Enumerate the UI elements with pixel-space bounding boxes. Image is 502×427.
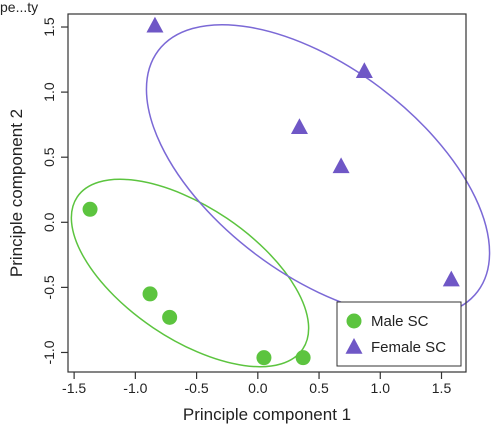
y-tick-label: -0.5	[41, 275, 57, 299]
legend-marker-1	[346, 313, 362, 329]
legend-box	[336, 301, 462, 367]
legend: Male SC Female SC	[336, 301, 462, 367]
y-tick-label: 0.5	[41, 147, 57, 167]
y-tick-label: 0.0	[41, 212, 57, 232]
x-tick-label: -0.5	[185, 380, 209, 396]
x-tick-label: 1.5	[432, 380, 452, 396]
top-cropped-text: pe...ty	[0, 0, 38, 15]
point-series-2	[290, 118, 308, 135]
x-tick-label: -1.5	[62, 380, 86, 396]
point-series-1	[162, 309, 178, 325]
data-points	[82, 16, 460, 366]
point-series-2	[332, 157, 350, 174]
y-tick-label: -1.0	[41, 340, 57, 364]
point-series-2	[442, 270, 460, 287]
point-series-2	[355, 62, 373, 79]
x-tick-label: 0.0	[248, 380, 268, 396]
x-axis: -1.5 -1.0 -0.5 0.0 0.5 1.0 1.5	[62, 372, 451, 396]
y-tick-label: 1.0	[41, 82, 57, 102]
legend-label-1: Male SC	[371, 313, 429, 330]
point-series-1	[142, 286, 158, 302]
y-axis: -1.0 -0.5 0.0 0.5 1.0 1.5	[41, 17, 68, 365]
y-tick-label: 1.5	[41, 17, 57, 37]
y-axis-title: Principle component 2	[7, 109, 26, 277]
legend-marker-2	[345, 338, 363, 354]
cluster-ellipse-2	[145, 24, 491, 318]
point-series-1	[82, 201, 98, 217]
plot-frame	[67, 13, 467, 373]
cluster-ellipse-1	[70, 178, 310, 368]
x-tick-label: 0.5	[309, 380, 329, 396]
point-series-1	[295, 350, 311, 366]
legend-label-2: Female SC	[371, 339, 446, 356]
point-series-2	[146, 16, 164, 33]
cluster-ellipses	[70, 24, 491, 368]
x-tick-label: -1.0	[123, 380, 147, 396]
point-series-1	[256, 350, 272, 366]
x-tick-label: 1.0	[371, 380, 391, 396]
x-axis-title: Principle component 1	[183, 405, 351, 424]
